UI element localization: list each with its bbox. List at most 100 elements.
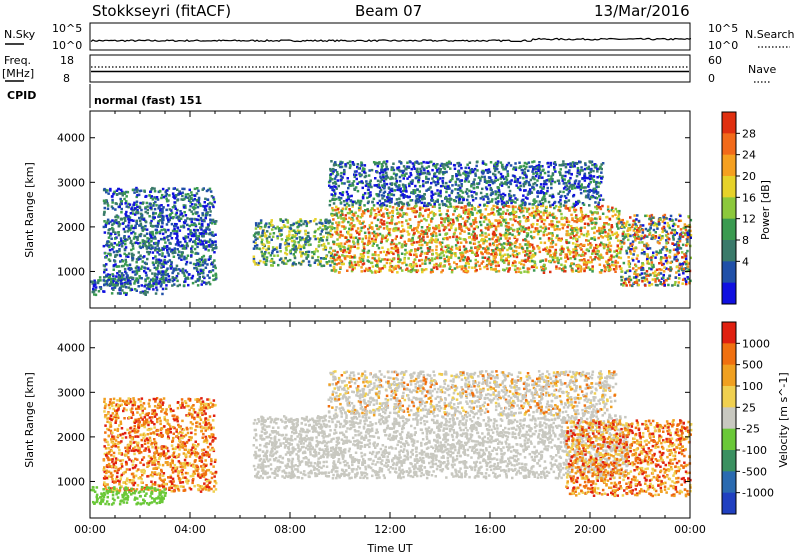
data-cell [584, 186, 587, 189]
data-cell [594, 226, 597, 229]
data-cell [510, 212, 513, 215]
data-cell [135, 261, 138, 264]
data-cell [352, 268, 355, 271]
data-cell [435, 232, 438, 235]
data-cell [347, 187, 350, 190]
data-cell [109, 249, 112, 252]
data-cell [493, 244, 496, 247]
data-cell [550, 220, 553, 223]
data-cell [458, 223, 461, 226]
data-cell [490, 268, 493, 271]
data-cell [525, 220, 528, 223]
data-cell [574, 180, 577, 183]
data-cell [383, 227, 386, 230]
data-cell [652, 236, 655, 239]
data-cell [302, 260, 305, 263]
data-cell [584, 164, 587, 167]
data-cell [465, 248, 468, 251]
data-cell [401, 209, 404, 212]
data-cell [335, 206, 338, 209]
data-cell [429, 212, 432, 215]
data-cell [533, 269, 536, 272]
data-cell [596, 246, 599, 249]
data-cell [613, 256, 616, 259]
data-cell [389, 228, 392, 231]
data-cell [568, 191, 571, 194]
data-cell [307, 254, 310, 257]
data-cell [279, 218, 282, 221]
data-cell [519, 243, 522, 246]
data-cell [386, 262, 389, 265]
data-cell [539, 186, 542, 189]
data-cell [488, 234, 491, 237]
data-cell [490, 263, 493, 266]
data-cell [339, 245, 342, 248]
data-cell [424, 209, 427, 212]
data-cell [340, 162, 343, 165]
data-cell [473, 178, 476, 181]
data-cell [587, 240, 590, 243]
data-cell [434, 258, 437, 261]
data-cell [597, 237, 600, 240]
data-cell [519, 220, 522, 223]
data-cell [604, 231, 607, 234]
data-cell [505, 222, 508, 225]
data-cell [473, 183, 476, 186]
data-cell [424, 252, 427, 255]
data-cell [500, 161, 503, 164]
data-cell [408, 166, 411, 169]
freq-left-tick-top: 18 [60, 54, 74, 67]
data-cell [552, 204, 555, 207]
data-cell [498, 270, 501, 273]
data-cell [425, 176, 428, 179]
data-cell [610, 258, 613, 261]
data-cell [598, 195, 601, 198]
data-cell [537, 204, 540, 207]
data-cell [402, 184, 405, 187]
data-cell [617, 234, 620, 237]
data-cell [685, 229, 688, 232]
data-cell [352, 225, 355, 228]
data-cell [522, 251, 525, 254]
data-cell [422, 215, 425, 218]
data-cell [429, 204, 432, 207]
data-cell [569, 265, 572, 268]
data-cell [264, 235, 267, 238]
data-cell [264, 225, 267, 228]
data-cell [489, 184, 492, 187]
data-cell [410, 181, 413, 184]
noise-left-tick-bottom: 10^0 [52, 39, 82, 52]
data-cell [564, 207, 567, 210]
data-cell [571, 187, 574, 190]
data-cell [542, 197, 545, 200]
data-cell [420, 240, 423, 243]
data-cell [446, 249, 449, 252]
data-cell [553, 261, 556, 264]
data-cell [526, 210, 529, 213]
data-cell [374, 177, 377, 180]
data-cell [372, 245, 375, 248]
data-cell [367, 200, 370, 203]
data-cell [489, 226, 492, 229]
data-cell [190, 247, 193, 250]
data-cell [576, 175, 579, 178]
data-cell [356, 183, 359, 186]
data-cell [392, 258, 395, 261]
data-cell [465, 175, 468, 178]
data-cell [288, 235, 291, 238]
data-cell [529, 188, 532, 191]
data-cell [555, 243, 558, 246]
data-cell [629, 216, 632, 219]
data-cell [622, 284, 625, 287]
data-cell [586, 167, 589, 170]
data-cell [347, 248, 350, 251]
data-cell [335, 232, 338, 235]
data-cell [607, 206, 610, 209]
data-cell [538, 164, 541, 167]
data-cell [280, 229, 283, 232]
data-cell [549, 271, 552, 274]
data-cell [548, 227, 551, 230]
data-cell [594, 217, 597, 220]
data-cell [111, 201, 114, 204]
data-cell [543, 231, 546, 234]
